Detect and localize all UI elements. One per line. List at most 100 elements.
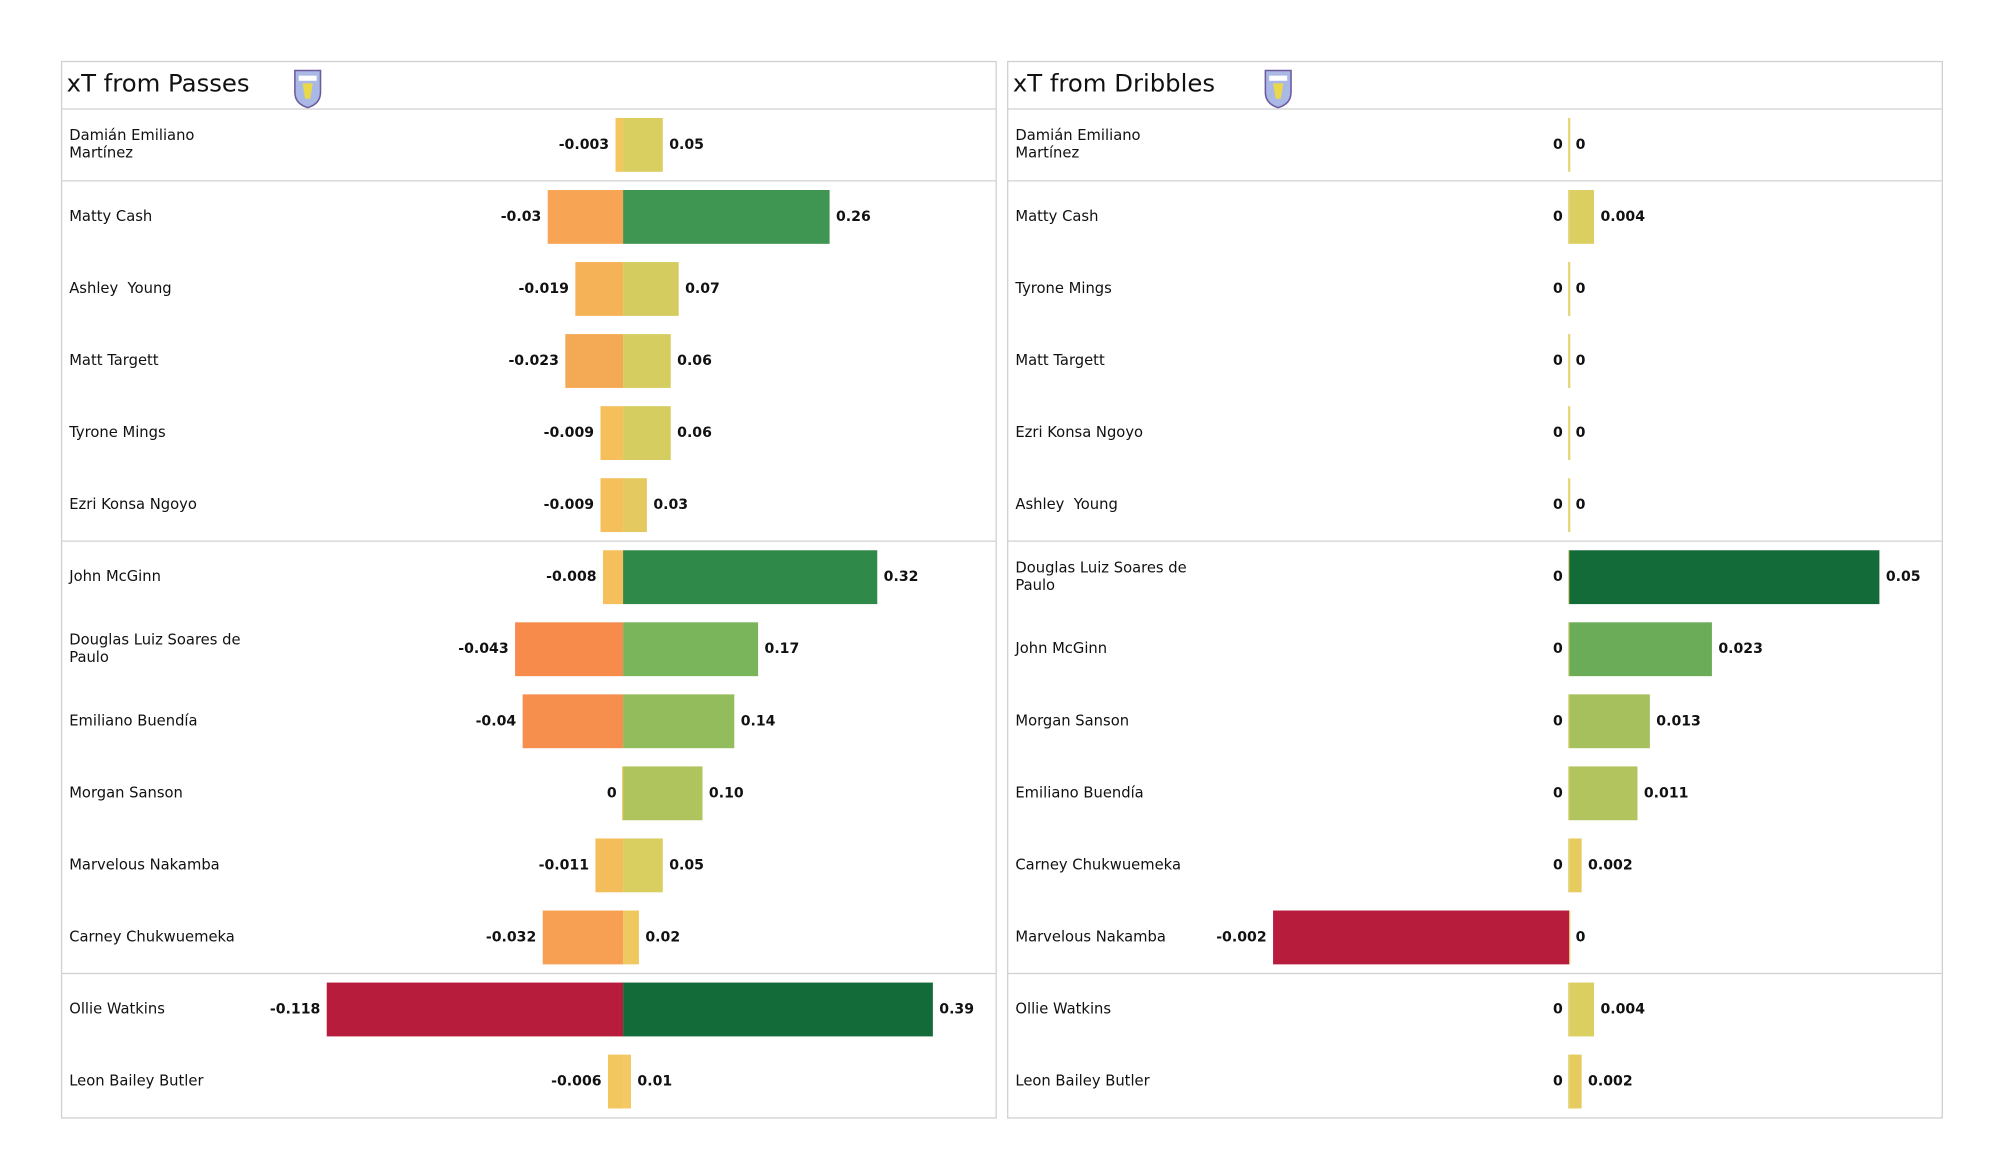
bar-negative xyxy=(1568,550,1570,605)
value-label: 0 xyxy=(1553,137,1563,153)
value-label: 0.05 xyxy=(669,137,704,153)
panel-frame xyxy=(1007,60,1943,1119)
value-label: 0 xyxy=(1553,497,1563,513)
player-name: Ezri Konsa Ngoyo xyxy=(1015,424,1143,441)
bar-negative xyxy=(1273,910,1570,965)
value-label: 0.14 xyxy=(741,713,776,729)
bar-negative xyxy=(600,406,624,460)
bar-negative xyxy=(1568,117,1570,172)
value-label: 0.06 xyxy=(677,353,712,369)
player-name: Marvelous Nakamba xyxy=(69,856,219,873)
value-label: 0.17 xyxy=(765,641,800,657)
value-label: -0.023 xyxy=(508,353,558,369)
value-label: 0.023 xyxy=(1718,641,1763,657)
player-name: Carney Chukwuemeka xyxy=(1015,856,1181,873)
value-label: 0.02 xyxy=(645,929,680,945)
bar-negative xyxy=(622,766,624,821)
bar-negative xyxy=(547,190,624,244)
value-label: 0.002 xyxy=(1588,857,1633,873)
bar-positive xyxy=(623,910,639,965)
value-label: 0.004 xyxy=(1600,209,1645,225)
bar-positive xyxy=(623,838,663,893)
player-name: Matt Targett xyxy=(69,352,159,369)
bar-negative xyxy=(565,334,624,388)
player-name: Ollie Watkins xyxy=(1015,1000,1111,1017)
bar-positive xyxy=(1569,262,1571,316)
value-label: 0.10 xyxy=(709,785,744,801)
value-label: -0.032 xyxy=(486,929,536,945)
player-name: Matty Cash xyxy=(1015,208,1098,225)
bar-positive xyxy=(1569,982,1595,1037)
bar-negative xyxy=(542,910,624,965)
value-label: 0.05 xyxy=(1886,569,1921,585)
badge xyxy=(294,69,322,109)
bar-negative xyxy=(608,1054,624,1109)
bar-negative xyxy=(595,838,624,893)
bar-positive xyxy=(1569,406,1571,460)
bar-negative xyxy=(1568,1054,1570,1109)
player-name: Morgan Sanson xyxy=(69,784,183,801)
bar-negative xyxy=(1568,262,1570,316)
player-name: Emiliano Buendía xyxy=(1015,784,1143,801)
bar-positive xyxy=(1569,478,1571,533)
value-label: 0 xyxy=(1553,209,1563,225)
bar-positive xyxy=(1569,694,1650,749)
value-label: 0.26 xyxy=(836,209,871,225)
value-label: 0 xyxy=(1553,641,1563,657)
bar-negative xyxy=(1568,334,1570,388)
bar-positive xyxy=(623,550,878,605)
value-label: 0.05 xyxy=(669,857,704,873)
value-label: -0.03 xyxy=(501,209,542,225)
value-label: 0 xyxy=(1576,137,1586,153)
bar-positive xyxy=(623,1054,632,1109)
value-label: -0.019 xyxy=(519,281,569,297)
value-label: -0.006 xyxy=(551,1074,602,1090)
player-name: Tyrone Mings xyxy=(68,424,165,441)
bar-negative xyxy=(326,982,624,1037)
panel-title: xT from Dribbles xyxy=(1013,69,1215,98)
bar-negative xyxy=(1568,406,1570,460)
value-label: 0 xyxy=(1553,1001,1563,1017)
value-label: -0.04 xyxy=(476,713,517,729)
value-label: 0 xyxy=(1576,281,1586,297)
player-name: John McGinn xyxy=(68,568,161,585)
value-label: -0.043 xyxy=(458,641,508,657)
value-label: 0 xyxy=(1553,785,1563,801)
bar-negative xyxy=(575,262,624,316)
bar-positive xyxy=(623,190,830,244)
value-label: 0 xyxy=(1553,569,1563,585)
bar-positive xyxy=(1569,1054,1582,1109)
player-name: Damián Emiliano Martínez xyxy=(1015,127,1140,161)
bar-positive xyxy=(623,406,671,460)
player-name: Douglas Luiz Soares de Paulo xyxy=(69,632,240,666)
bar-negative xyxy=(1568,838,1570,893)
bar-positive xyxy=(1569,838,1582,893)
value-label: -0.002 xyxy=(1216,929,1266,945)
bar-negative xyxy=(515,622,624,677)
value-label: 0.01 xyxy=(637,1074,672,1090)
panel-frame xyxy=(60,60,997,1119)
player-name: Matt Targett xyxy=(1015,352,1105,369)
bar-positive xyxy=(1569,910,1571,965)
value-label: 0.39 xyxy=(939,1001,974,1017)
value-label: -0.118 xyxy=(270,1001,320,1017)
bar-positive xyxy=(1569,334,1571,388)
bar-positive xyxy=(623,478,647,533)
bar-negative xyxy=(1568,190,1570,244)
bar-negative xyxy=(1568,694,1570,749)
bar-negative xyxy=(1568,766,1570,821)
bar-positive xyxy=(623,622,759,677)
value-label: 0.004 xyxy=(1600,1001,1645,1017)
value-label: 0 xyxy=(1553,857,1563,873)
player-name: Douglas Luiz Soares de Paulo xyxy=(1015,560,1186,594)
value-label: -0.011 xyxy=(539,857,589,873)
bar-positive xyxy=(1569,550,1880,605)
value-label: 0 xyxy=(1576,929,1586,945)
player-name: Carney Chukwuemeka xyxy=(69,928,235,945)
player-name: John McGinn xyxy=(1014,640,1107,657)
player-name: Tyrone Mings xyxy=(1014,280,1111,297)
player-name: Leon Bailey Butler xyxy=(1015,1073,1150,1090)
bar-negative xyxy=(522,694,624,749)
